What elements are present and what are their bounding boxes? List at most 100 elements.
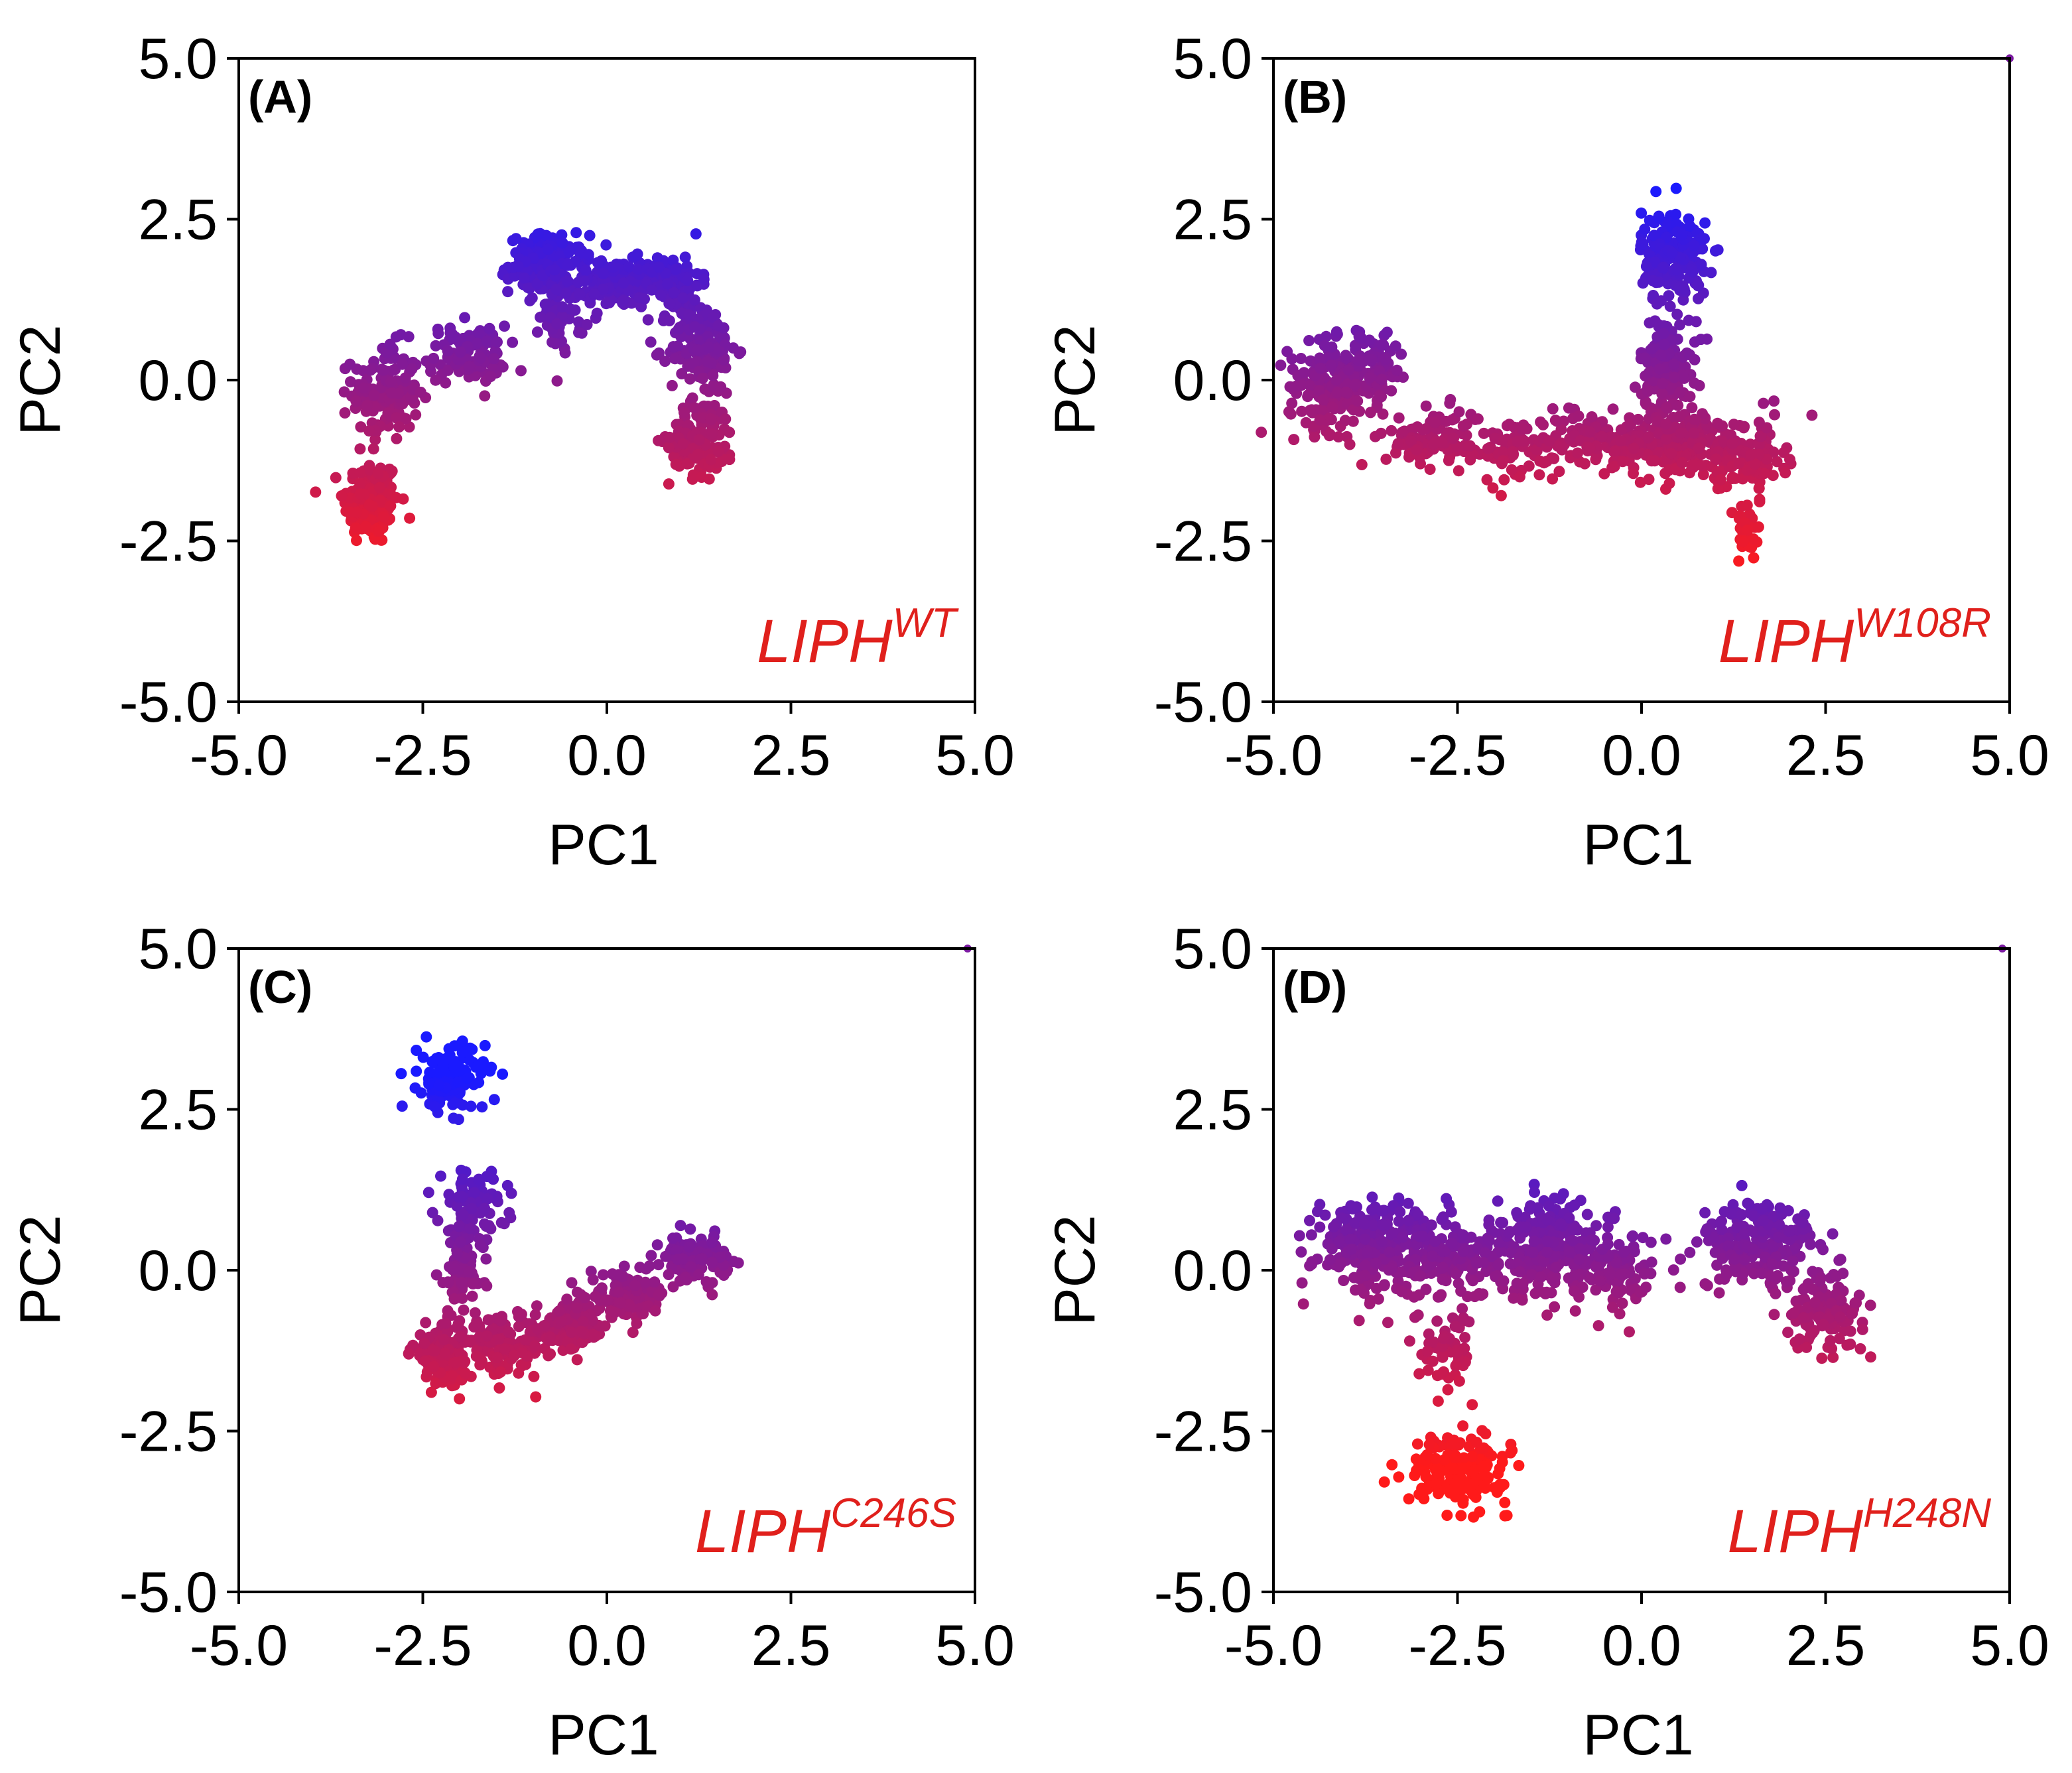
- data-point: [1407, 423, 1419, 435]
- data-point: [1403, 1215, 1415, 1226]
- x-tick-label: 0.0: [1602, 1614, 1681, 1677]
- data-point: [1333, 1236, 1345, 1248]
- data-point: [539, 298, 551, 310]
- panel-c: -5.0-5.0-2.5-2.50.00.02.52.55.05.0PC1PC2…: [9, 917, 1015, 1767]
- data-point: [1660, 1233, 1672, 1245]
- data-point: [1538, 1287, 1550, 1299]
- data-point: [1744, 508, 1756, 520]
- y-axis-title: PC2: [9, 324, 72, 435]
- data-point: [455, 1164, 467, 1176]
- data-point: [428, 1360, 440, 1372]
- data-point: [501, 1179, 513, 1191]
- data-point: [1402, 1197, 1414, 1209]
- data-point: [673, 323, 684, 335]
- data-point: [553, 1305, 565, 1317]
- data-point: [1466, 1451, 1478, 1463]
- data-point: [457, 1209, 469, 1220]
- data-point: [561, 275, 573, 287]
- data-point: [1449, 1463, 1460, 1475]
- data-point: [1372, 1293, 1384, 1305]
- data-point: [1305, 1229, 1317, 1241]
- data-point: [428, 352, 440, 364]
- data-point: [1604, 1269, 1616, 1281]
- y-tick-label: -5.0: [119, 671, 218, 734]
- data-point: [452, 1321, 464, 1333]
- variant-label: LIPHH248N: [1727, 1490, 1991, 1565]
- data-point: [1678, 283, 1690, 295]
- data-point: [1477, 1256, 1489, 1268]
- data-point: [513, 261, 524, 273]
- data-point: [1498, 1275, 1510, 1287]
- data-point: [1743, 1199, 1755, 1211]
- y-tick-label: 2.5: [1173, 1079, 1252, 1142]
- data-point: [1467, 1275, 1479, 1287]
- data-point: [550, 283, 562, 295]
- x-tick-label: 0.0: [1602, 724, 1681, 787]
- data-point: [588, 1329, 600, 1341]
- data-point: [608, 261, 619, 273]
- data-point: [1397, 1231, 1409, 1243]
- data-point: [1380, 354, 1392, 365]
- data-point: [1766, 1258, 1778, 1270]
- data-point: [547, 336, 558, 348]
- data-point: [479, 390, 491, 402]
- data-point: [1517, 435, 1529, 447]
- data-point: [1360, 1260, 1372, 1272]
- data-point: [464, 1222, 476, 1234]
- data-point: [660, 1250, 672, 1262]
- data-point: [1335, 1258, 1347, 1270]
- data-point: [1376, 1236, 1388, 1247]
- data-point: [390, 331, 402, 343]
- data-point: [1420, 1283, 1432, 1295]
- data-point: [382, 407, 394, 419]
- variant-base: LIPH: [1727, 1498, 1863, 1565]
- data-point: [1671, 308, 1683, 320]
- data-point: [497, 361, 509, 373]
- data-point: [623, 261, 635, 273]
- data-point: [399, 372, 411, 384]
- data-point: [1533, 469, 1545, 481]
- data-point: [542, 243, 554, 255]
- data-point: [562, 259, 573, 271]
- data-point: [448, 1262, 460, 1274]
- y-tick-label: 0.0: [138, 349, 218, 413]
- data-point: [629, 1280, 641, 1291]
- y-tick-label: 0.0: [1173, 1239, 1252, 1303]
- data-point: [1380, 453, 1392, 465]
- data-point: [659, 356, 671, 367]
- data-point: [1517, 1278, 1529, 1289]
- data-point: [1598, 468, 1610, 480]
- data-point: [1787, 1307, 1799, 1319]
- data-point: [466, 1290, 478, 1302]
- data-point: [1376, 1218, 1388, 1230]
- data-point: [692, 1269, 704, 1281]
- data-point: [667, 1232, 679, 1244]
- data-point: [1773, 1231, 1785, 1243]
- data-point: [1523, 460, 1535, 472]
- data-point: [712, 320, 724, 332]
- variant-base: LIPH: [757, 608, 893, 675]
- data-point: [1481, 474, 1493, 486]
- data-point: [1705, 267, 1717, 279]
- data-point: [1409, 1311, 1421, 1323]
- data-point: [350, 522, 361, 534]
- data-point: [675, 1220, 686, 1232]
- data-point: [1551, 415, 1563, 427]
- y-tick-label: 2.5: [138, 188, 218, 252]
- data-point: [1676, 229, 1688, 241]
- data-point: [1602, 1221, 1614, 1233]
- variant-superscript: H248N: [1863, 1490, 1991, 1536]
- data-point: [1737, 473, 1748, 485]
- data-point: [445, 1309, 457, 1321]
- data-point: [649, 1305, 661, 1317]
- data-point: [1797, 1312, 1809, 1324]
- data-point: [1817, 1319, 1829, 1331]
- data-point: [634, 1262, 646, 1274]
- x-tick-label: 2.5: [751, 724, 831, 787]
- data-point: [530, 1391, 542, 1403]
- data-point: [1324, 428, 1336, 440]
- data-point: [1624, 1326, 1635, 1338]
- data-point: [1449, 1452, 1461, 1464]
- data-point: [655, 289, 667, 301]
- data-point: [367, 443, 379, 455]
